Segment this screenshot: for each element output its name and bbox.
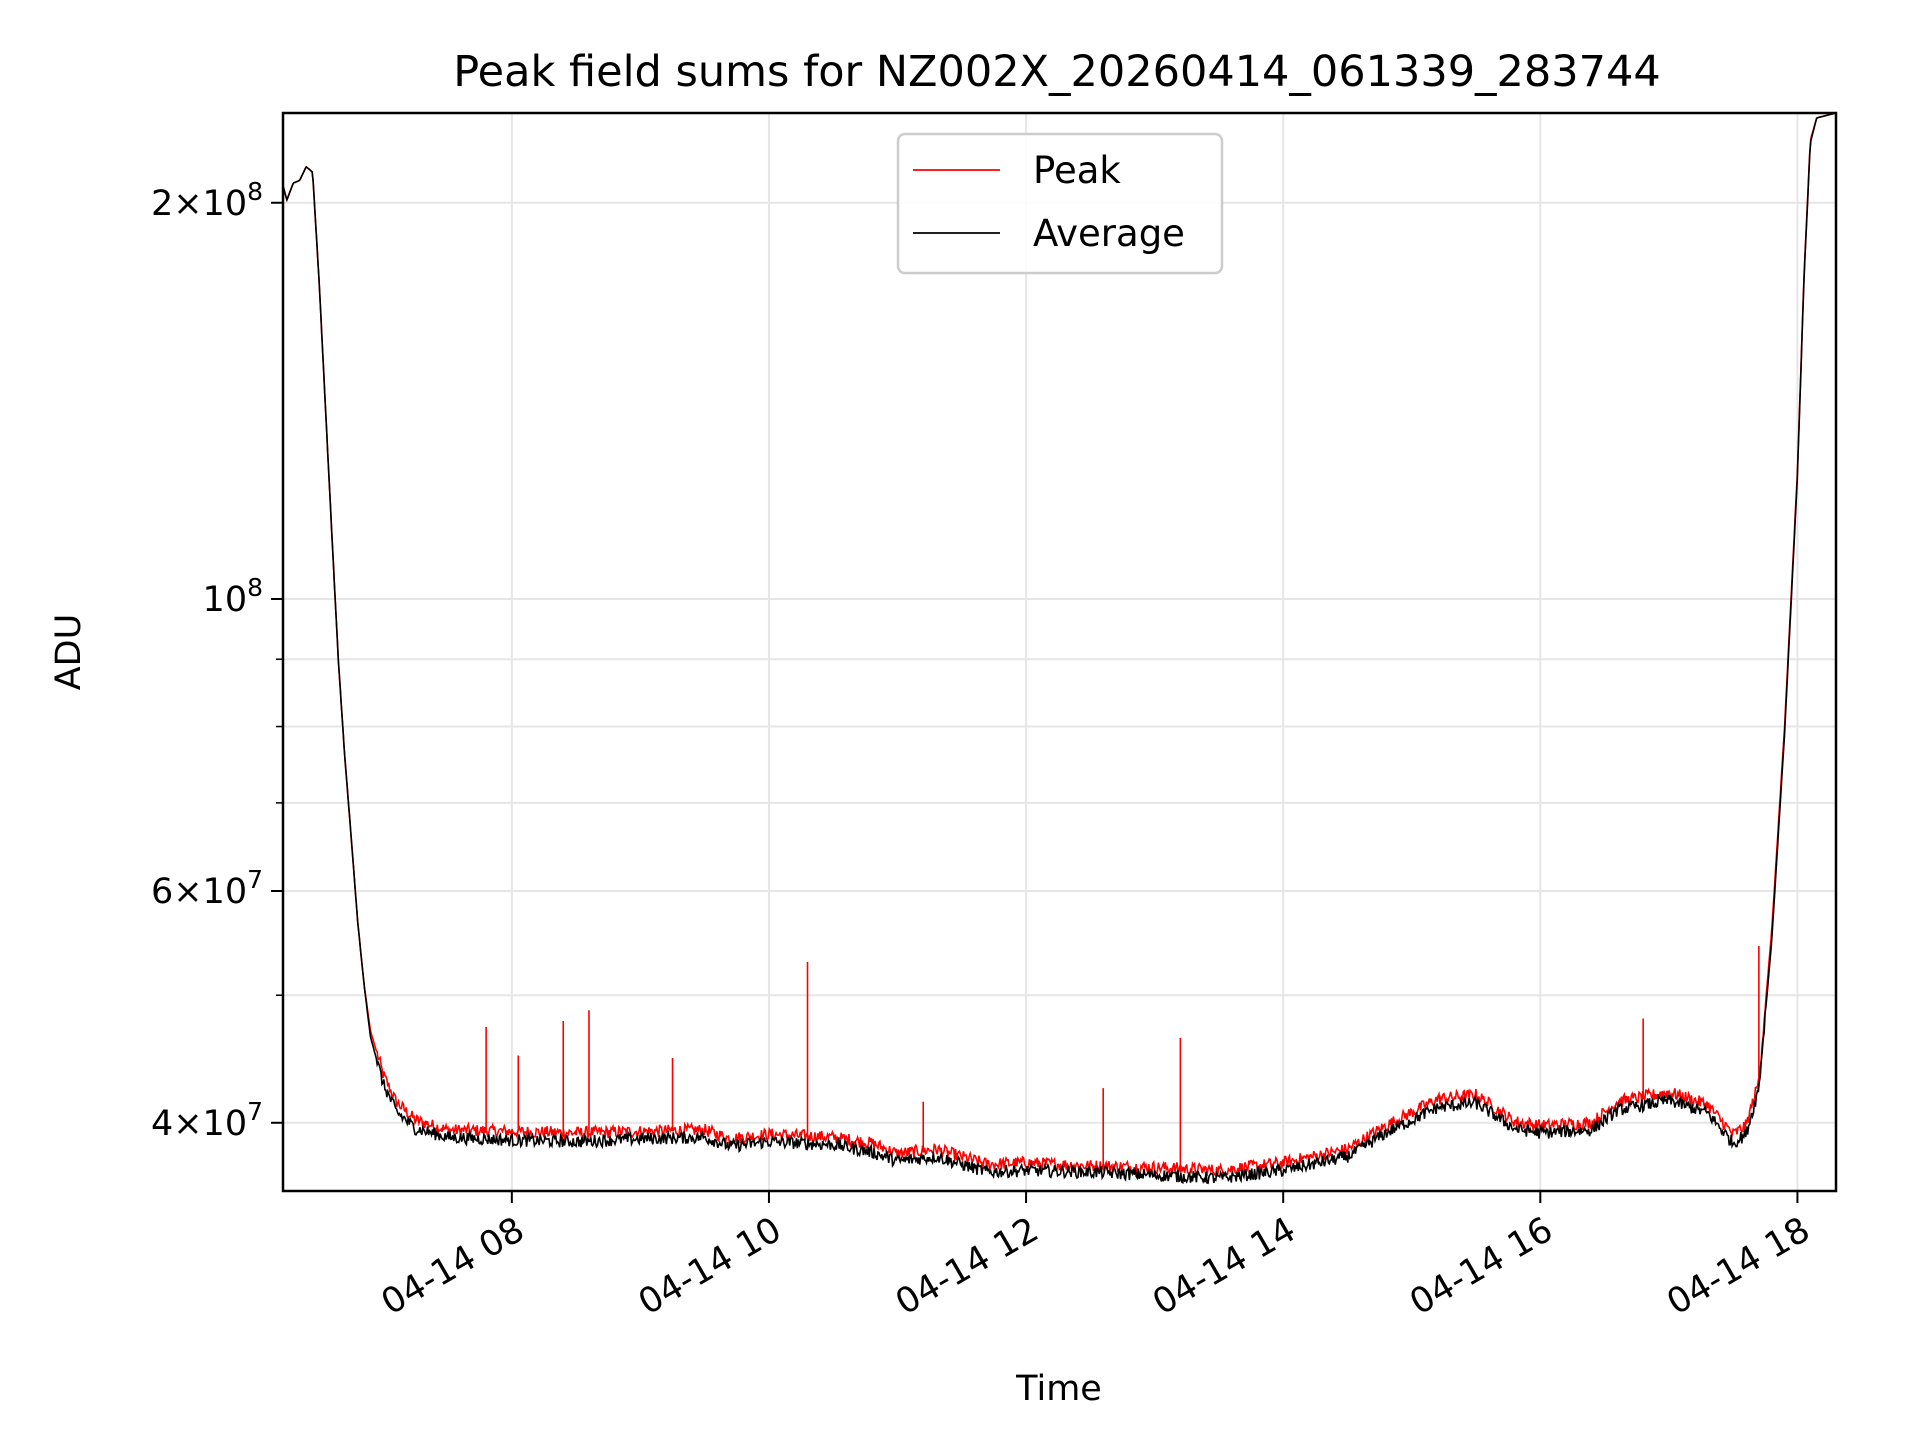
- legend: Peak Average: [896, 132, 1224, 275]
- x-axis-label: Time: [1015, 1369, 1102, 1409]
- chart-title: Peak field sums for NZ002X_20260414_0613…: [453, 47, 1660, 97]
- y-tick-label: 2×108: [151, 177, 263, 224]
- plot-frame: [281, 111, 1838, 1193]
- series-layer: [283, 113, 1836, 1185]
- y-tick-label: 108: [203, 573, 263, 620]
- legend-box: [896, 132, 1224, 275]
- y-axis-label: ADU: [49, 614, 89, 691]
- y-tick-label: 6×107: [151, 865, 263, 912]
- legend-label-peak: Peak: [1033, 149, 1121, 192]
- series-average-line: [283, 113, 1836, 1185]
- y-tick-label: 4×107: [151, 1097, 263, 1144]
- legend-label-average: Average: [1033, 212, 1185, 255]
- series-peak-line: [283, 113, 1836, 1179]
